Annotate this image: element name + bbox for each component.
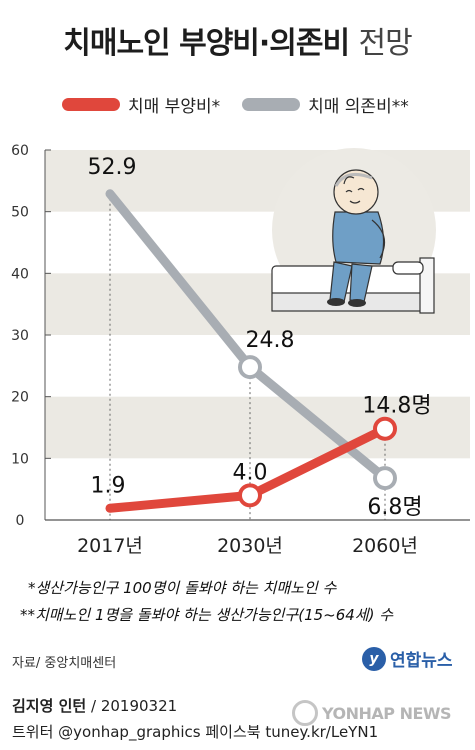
credit-date: / 20190321 [86, 697, 178, 715]
credit-name: 김지영 인턴 [12, 697, 87, 715]
x-tick-label: 2060년 [352, 535, 418, 557]
legend-swatch-support [62, 98, 120, 111]
yonhap-logo-text: 연합뉴스 [390, 651, 453, 671]
x-tick-label: 2017년 [77, 535, 143, 557]
social-links: 트위터 @yonhap_graphics 페이스북 tuney.kr/LeYN1 [12, 723, 379, 741]
legend-label-dependency: 치매 의존비** [308, 97, 409, 117]
y-tick-label: 40 [11, 266, 29, 282]
y-tick-label: 30 [11, 328, 29, 344]
legend-item-support: 치매 부양비* [62, 92, 220, 117]
credit-line: 김지영 인턴 / 20190321 [12, 695, 177, 716]
watermark-logo-icon [292, 700, 318, 726]
title-main: 치매노인 부양비·의존비 [63, 26, 350, 61]
elderly-person-illustration [271, 148, 436, 314]
legend-swatch-dependency [242, 98, 301, 111]
data-label: 52.9 [88, 155, 137, 180]
yonhap-logo: y 연합뉴스 [362, 646, 453, 671]
footnote-support: *생산가능인구 100명이 돌봐야 하는 치매노인 수 [28, 579, 337, 597]
legend-label-support: 치매 부양비* [128, 97, 221, 117]
x-axis: 2017년 2030년 2060년 [45, 519, 470, 557]
footnotes: *생산가능인구 100명이 돌봐야 하는 치매노인 수 **치매노인 1명을 돌… [20, 575, 393, 629]
data-label: 6.8명 [367, 495, 422, 520]
data-point [238, 483, 262, 508]
series-layer: 1.9 4.0 14.8명 52.9 24.8 6.8명 [88, 155, 432, 520]
watermark-text: YONHAP NEWS [322, 703, 452, 723]
data-label: 14.8명 [362, 394, 431, 419]
title-suffix: 전망 [358, 26, 413, 61]
legend-item-dependency: 치매 의존비** [242, 92, 409, 117]
y-tick-label: 50 [11, 205, 29, 221]
watermark: YONHAP NEWS [292, 700, 452, 726]
legend: 치매 부양비* 치매 의존비** [62, 92, 431, 117]
y-tick-label: 0 [16, 513, 25, 529]
chart-title: 치매노인 부양비·의존비 전망 [0, 18, 475, 62]
band [45, 396, 470, 459]
y-axis: 0 10 20 30 40 50 60 [11, 143, 51, 529]
x-tick-label: 2030년 [217, 535, 283, 557]
y-tick-label: 60 [11, 143, 29, 159]
data-label: 1.9 [91, 473, 126, 498]
data-label: 24.8 [246, 328, 295, 353]
line-chart: 0 10 20 30 40 50 60 2017년 2030년 2060년 1.9 4.0 14.8… [11, 143, 470, 557]
footnote-dependency: **치매노인 1명을 돌봐야 하는 생산가능인구(15~64세) 수 [20, 606, 394, 624]
data-label: 4.0 [233, 460, 268, 485]
y-tick-label: 20 [11, 390, 29, 406]
yonhap-logo-icon: y [362, 646, 386, 671]
data-point [373, 466, 397, 491]
data-point [238, 355, 262, 380]
source-text: 자료/ 중앙치매센터 [12, 656, 117, 671]
data-point [373, 416, 397, 441]
y-tick-label: 10 [11, 451, 29, 467]
